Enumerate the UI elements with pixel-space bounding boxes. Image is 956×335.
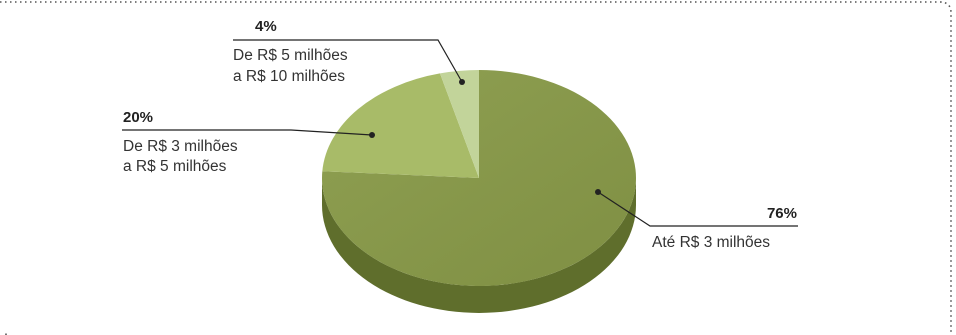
percent-label-4: 4%	[255, 18, 277, 35]
pie-depth	[322, 178, 636, 313]
slice-label-4-line1: De R$ 5 milhões	[233, 47, 348, 64]
pie-slices	[322, 70, 636, 286]
slice-label-20-line1: De R$ 3 milhões	[123, 138, 238, 155]
leader-line-4	[233, 39, 463, 83]
leader-dot-4	[459, 79, 465, 85]
slice-20	[322, 73, 479, 178]
leader-dot-76	[595, 189, 601, 195]
leader-line-20	[122, 129, 373, 136]
slice-4	[439, 70, 479, 178]
slice-depth-76	[322, 178, 636, 313]
leader-line-76	[597, 191, 798, 227]
percent-label-20: 20%	[123, 109, 153, 126]
slice-label-20-line2: a R$ 5 milhões	[123, 158, 227, 175]
slice-label-4-line2: a R$ 10 milhões	[233, 68, 345, 85]
percent-label-76: 76%	[767, 205, 797, 222]
slice-label-76: Até R$ 3 milhões	[652, 234, 770, 251]
leader-dot-20	[369, 132, 375, 138]
